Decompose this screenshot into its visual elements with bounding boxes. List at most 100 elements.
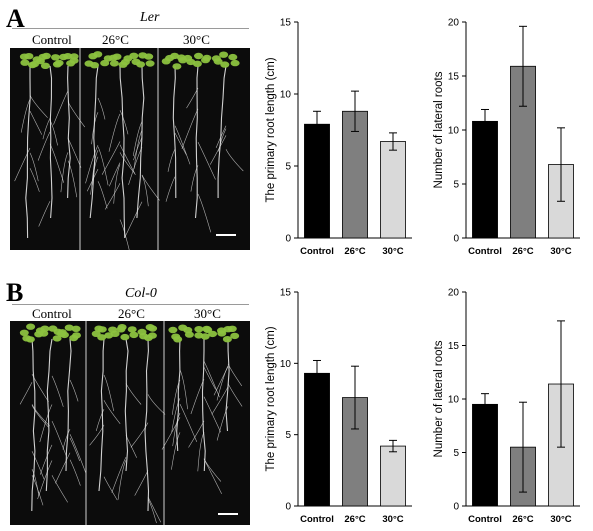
x-tick-label: 30°C bbox=[382, 514, 403, 525]
seedling-leaf bbox=[219, 51, 229, 58]
y-axis-label: Number of lateral roots bbox=[433, 340, 445, 457]
y-tick-label: 10 bbox=[280, 90, 292, 101]
lateral-root bbox=[103, 374, 114, 412]
lateral-root bbox=[95, 408, 105, 432]
seedling-leaf bbox=[97, 326, 107, 333]
bar-control bbox=[472, 120, 498, 239]
lateral-root bbox=[225, 149, 244, 172]
seedling-leaf bbox=[24, 53, 34, 60]
seedling-leaf bbox=[19, 329, 29, 336]
lateral-root bbox=[161, 416, 181, 450]
seedling-leaf bbox=[69, 334, 79, 342]
lateral-root bbox=[37, 131, 51, 161]
lateral-root bbox=[31, 468, 39, 496]
lateral-root bbox=[111, 456, 127, 493]
lateral-root bbox=[203, 361, 220, 398]
y-tick-label: 20 bbox=[448, 288, 460, 299]
scale-bar bbox=[218, 513, 238, 515]
lateral-root bbox=[179, 369, 188, 410]
x-tick-label: Control bbox=[300, 514, 334, 525]
lateral-root bbox=[62, 428, 71, 450]
lateral-root bbox=[172, 412, 181, 447]
seedling-leaf bbox=[109, 60, 119, 67]
lateral-root bbox=[117, 459, 127, 500]
lateral-root bbox=[133, 130, 143, 169]
lateral-root bbox=[69, 379, 79, 402]
lateral-root bbox=[69, 434, 87, 474]
lateral-root bbox=[130, 422, 149, 448]
scale-bar bbox=[216, 234, 236, 236]
seedling-leaf bbox=[129, 52, 139, 59]
seedling-leaf bbox=[183, 326, 193, 334]
lateral-root bbox=[190, 165, 199, 192]
lateral-root bbox=[172, 379, 181, 415]
seedling-leaf bbox=[57, 329, 67, 336]
photo-label-b-26c: 26°C bbox=[118, 306, 145, 321]
seedling-leaf bbox=[41, 52, 51, 60]
lateral-root bbox=[29, 152, 39, 182]
seedling-leaf bbox=[69, 53, 79, 60]
lateral-root bbox=[181, 108, 199, 149]
lateral-root bbox=[171, 432, 181, 470]
seedling-leaf bbox=[112, 53, 122, 60]
y-tick-label: 0 bbox=[285, 234, 291, 245]
lateral-root bbox=[60, 152, 69, 193]
lateral-root bbox=[31, 451, 45, 480]
y-tick-label: 15 bbox=[448, 341, 460, 352]
seedling-leaf bbox=[26, 323, 36, 330]
lateral-root bbox=[216, 406, 229, 441]
y-tick-label: 5 bbox=[285, 430, 291, 441]
lateral-root bbox=[39, 444, 53, 475]
lateral-root bbox=[29, 95, 48, 118]
seedling-leaf bbox=[120, 333, 130, 341]
photo-background bbox=[10, 48, 250, 250]
seedling-leaf bbox=[228, 53, 238, 61]
seedling-leaf bbox=[202, 54, 212, 62]
y-tick-label: 15 bbox=[280, 18, 292, 29]
lateral-root bbox=[38, 201, 51, 227]
primary-root bbox=[25, 66, 31, 239]
lateral-root bbox=[209, 135, 227, 165]
primary-root bbox=[45, 338, 53, 492]
x-tick-label: 26°C bbox=[344, 514, 365, 525]
seedling-leaf bbox=[129, 331, 139, 339]
lateral-root bbox=[97, 97, 106, 120]
lateral-root bbox=[67, 138, 82, 168]
seedling-leaf bbox=[100, 59, 110, 67]
seedling-leaf bbox=[28, 61, 37, 69]
primary-root bbox=[67, 65, 71, 199]
primary-root bbox=[124, 338, 129, 472]
lateral-root bbox=[91, 112, 99, 145]
lateral-root bbox=[197, 193, 212, 233]
seedling-leaf bbox=[194, 52, 203, 60]
lateral-root bbox=[215, 125, 227, 149]
lateral-root bbox=[85, 144, 99, 184]
lateral-root bbox=[14, 147, 31, 182]
genotype-label-a: Ler bbox=[140, 10, 160, 25]
lateral-root bbox=[109, 162, 121, 187]
primary-root bbox=[31, 338, 36, 512]
photo-label-b-control: Control bbox=[32, 306, 72, 321]
lateral-root bbox=[174, 125, 191, 165]
lateral-root bbox=[171, 398, 181, 433]
seedling-leaf bbox=[117, 324, 127, 331]
lateral-root bbox=[227, 383, 243, 407]
lateral-root bbox=[203, 367, 216, 390]
lateral-root bbox=[104, 183, 121, 210]
primary-root bbox=[176, 338, 181, 452]
primary-root bbox=[119, 65, 126, 239]
y-tick-label: 15 bbox=[448, 72, 460, 83]
bar-30c bbox=[380, 445, 406, 507]
seedling-leaf bbox=[20, 59, 30, 66]
lateral-root bbox=[53, 90, 69, 125]
lateral-root bbox=[167, 148, 176, 172]
lateral-root bbox=[119, 144, 136, 175]
primary-root bbox=[217, 65, 227, 198]
chart-a-primary-root-length: 0 5 10 15 The primary root length (cm) Contro… bbox=[265, 18, 412, 257]
x-tick-label: 30°C bbox=[550, 514, 571, 525]
lateral-root bbox=[203, 458, 222, 495]
lateral-root bbox=[67, 160, 78, 198]
seedling-leaf bbox=[220, 61, 230, 68]
primary-root bbox=[194, 65, 199, 219]
lateral-root bbox=[203, 396, 221, 433]
